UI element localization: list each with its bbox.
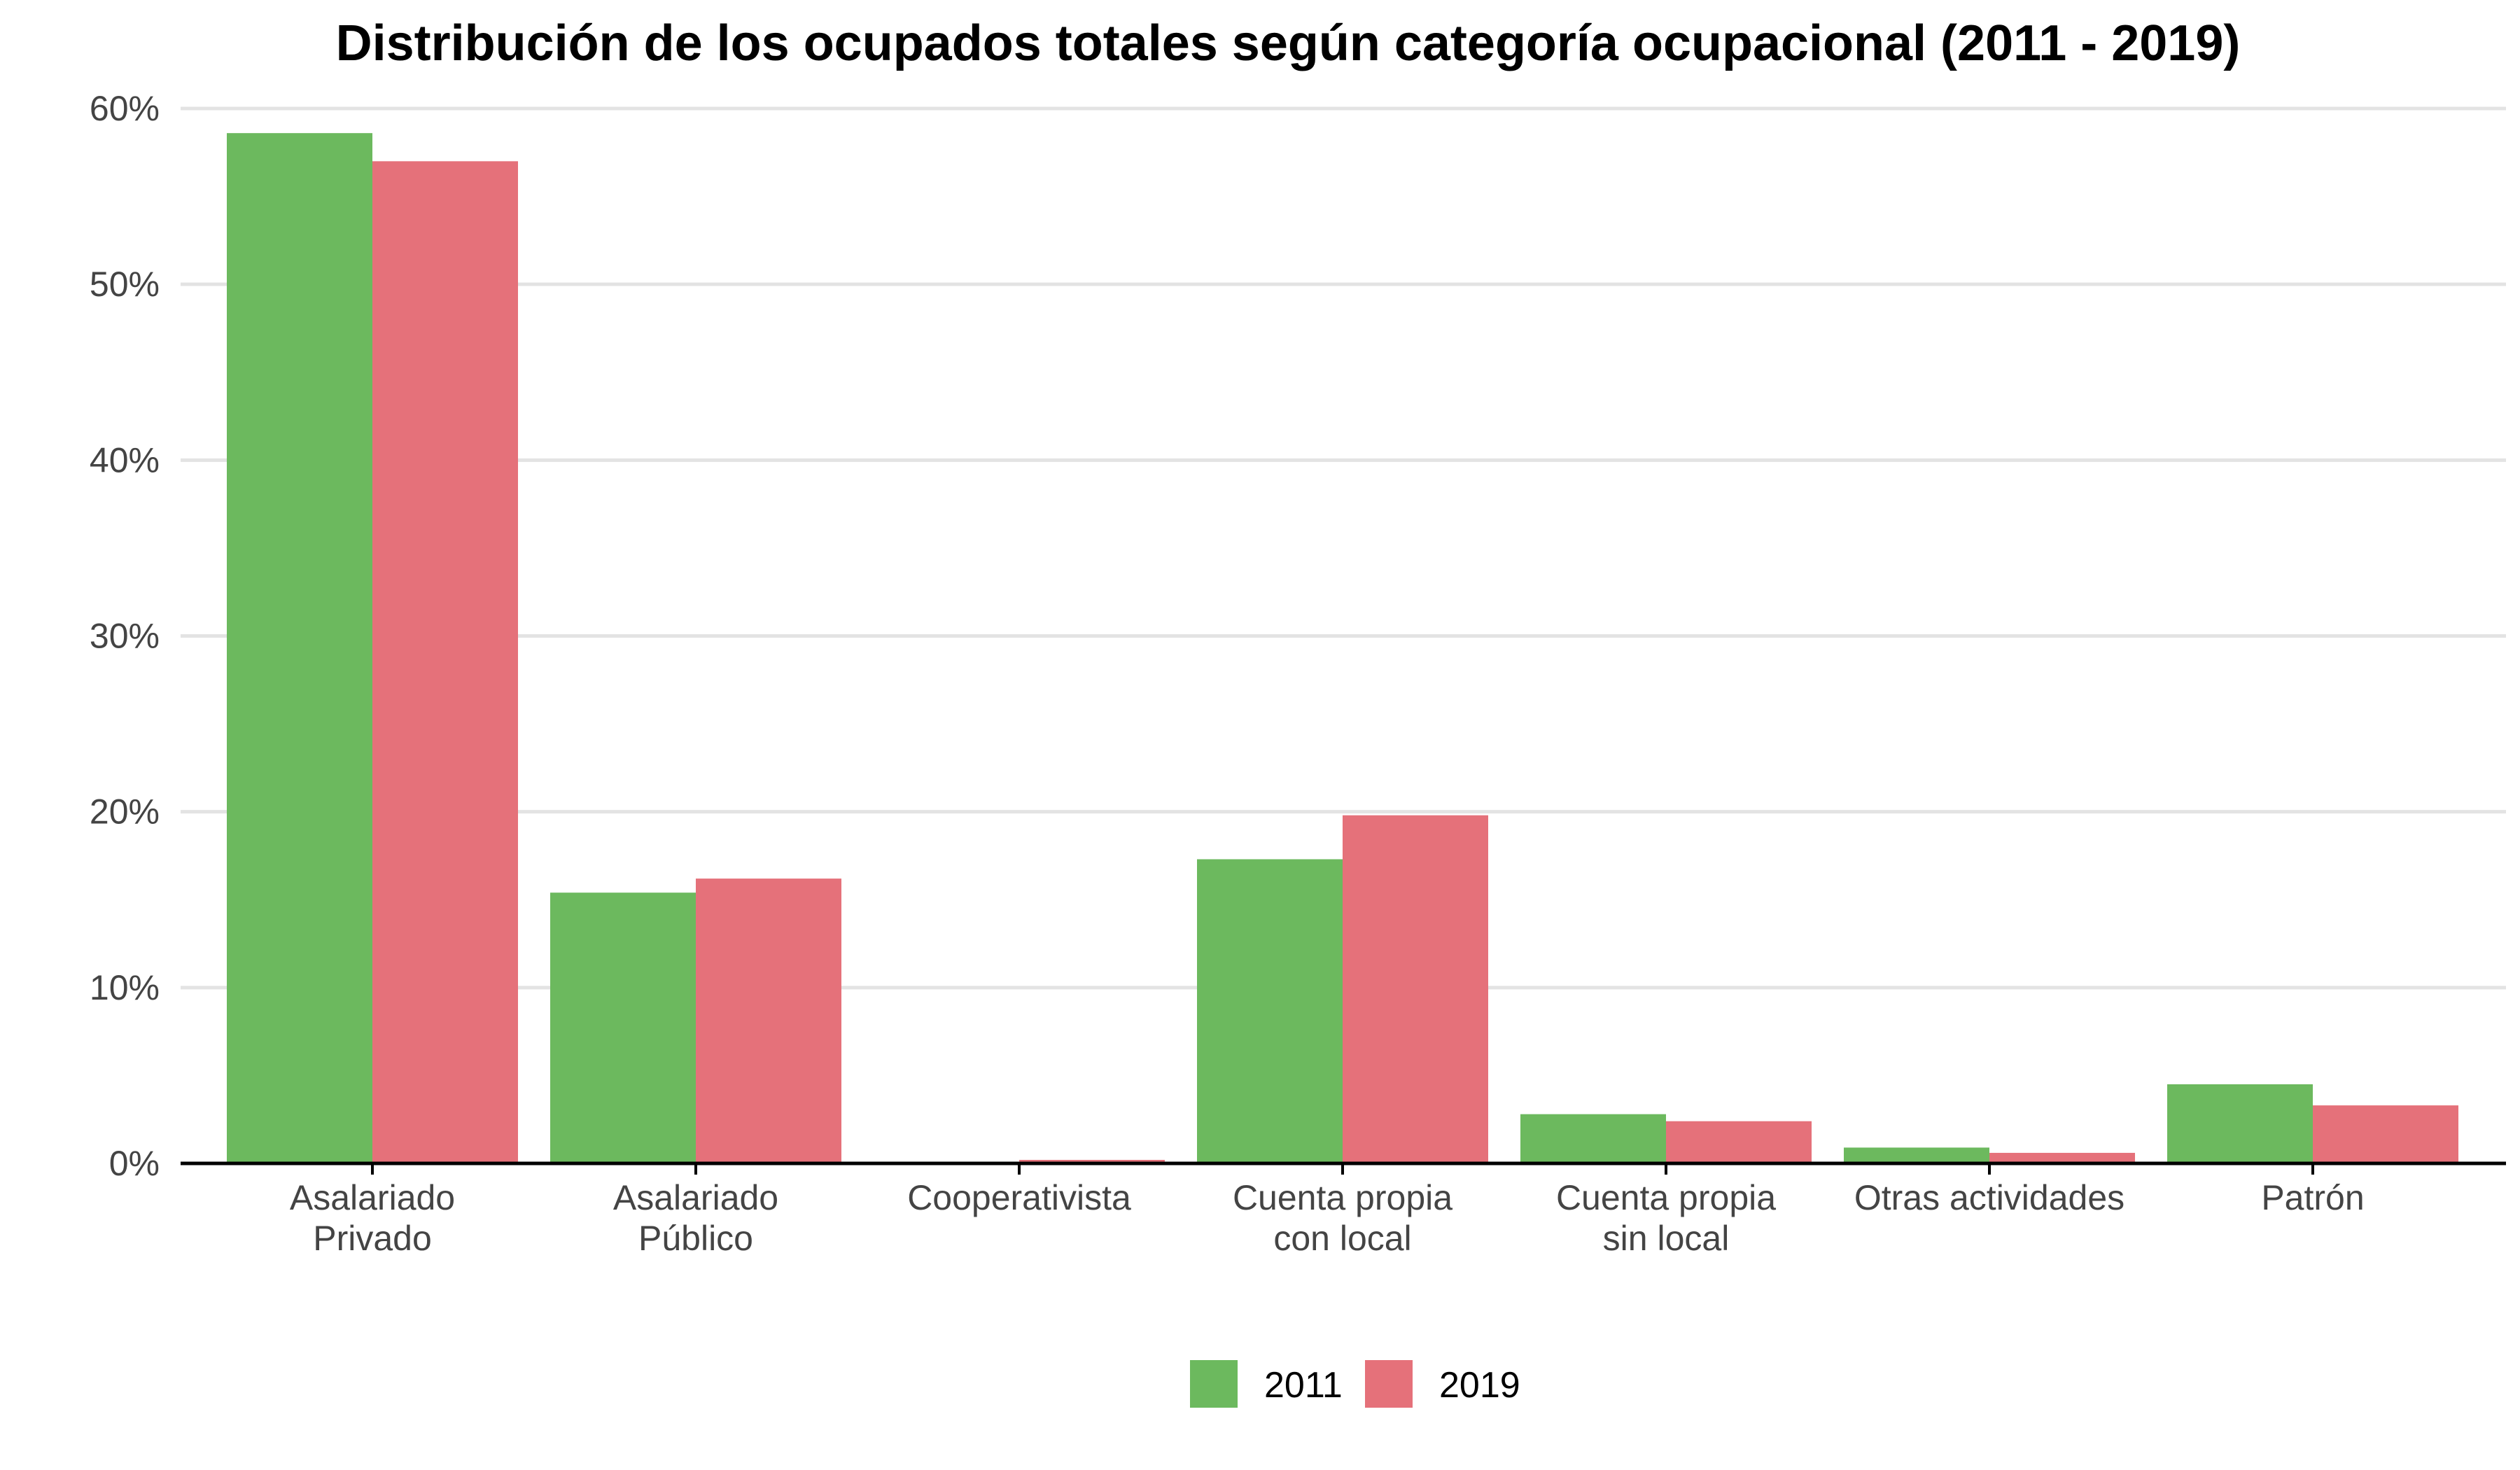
legend-label: 2011: [1264, 1365, 1343, 1406]
y-tick-label: 40%: [90, 440, 160, 479]
y-axis-ticks: 0% 10% 20% 30% 40% 50% 60%: [90, 89, 160, 1183]
bars: [227, 133, 2458, 1164]
x-tick-label: Asalariado Público: [613, 1178, 778, 1258]
x-tick-label: Cooperativista: [907, 1178, 1131, 1217]
bar-2019: [1343, 815, 1488, 1163]
y-tick-label: 0%: [109, 1144, 160, 1183]
legend-swatch-2011: [1190, 1360, 1238, 1408]
y-tick-label: 30%: [90, 617, 160, 656]
y-tick-label: 60%: [90, 89, 160, 128]
bar-2011: [1197, 859, 1343, 1163]
x-tick-label: Patrón: [2261, 1178, 2364, 1217]
x-tick-label: Asalariado Privado: [290, 1178, 455, 1258]
x-tick-label-line: Asalariado: [613, 1178, 778, 1217]
x-tick-label-line: Patrón: [2261, 1178, 2364, 1217]
chart-title: Distribución de los ocupados totales seg…: [336, 15, 2241, 71]
y-tick-label: 20%: [90, 792, 160, 832]
bar-2019: [372, 161, 518, 1164]
y-tick-label: 50%: [90, 265, 160, 304]
bar-2019: [1989, 1152, 2135, 1163]
bar-2019: [1666, 1121, 1812, 1163]
x-tick-label: Otras actividades: [1854, 1178, 2124, 1217]
bar-2019: [1019, 1159, 1165, 1163]
x-tick-label-line: Otras actividades: [1854, 1178, 2124, 1217]
x-tick-label-line: Privado: [313, 1219, 432, 1258]
bar-2019: [696, 878, 841, 1163]
bar-2011: [1520, 1114, 1666, 1163]
bar-2019: [2313, 1105, 2458, 1163]
x-tick-label: Cuenta propia con local: [1233, 1178, 1452, 1258]
bar-2011: [1844, 1147, 1989, 1163]
x-tick-label-line: Público: [638, 1219, 753, 1258]
x-tick-label-line: con local: [1273, 1219, 1411, 1258]
x-tick-label-line: Cooperativista: [907, 1178, 1131, 1217]
x-tick-label-line: sin local: [1603, 1219, 1730, 1258]
legend-label: 2019: [1439, 1365, 1520, 1406]
bar-2011: [227, 133, 372, 1163]
x-tick-label-line: Asalariado: [290, 1178, 455, 1217]
legend-swatch-2019: [1365, 1360, 1413, 1408]
y-tick-label: 10%: [90, 968, 160, 1007]
grid-lines: [181, 106, 2506, 990]
x-tick-label: Cuenta propia sin local: [1556, 1178, 1776, 1258]
legend: 2011 2019: [1190, 1360, 1520, 1408]
x-tick-label-line: Cuenta propia: [1233, 1178, 1452, 1217]
bar-2011: [550, 892, 696, 1163]
bar-2011: [2167, 1084, 2313, 1163]
x-tick-label-line: Cuenta propia: [1556, 1178, 1776, 1217]
